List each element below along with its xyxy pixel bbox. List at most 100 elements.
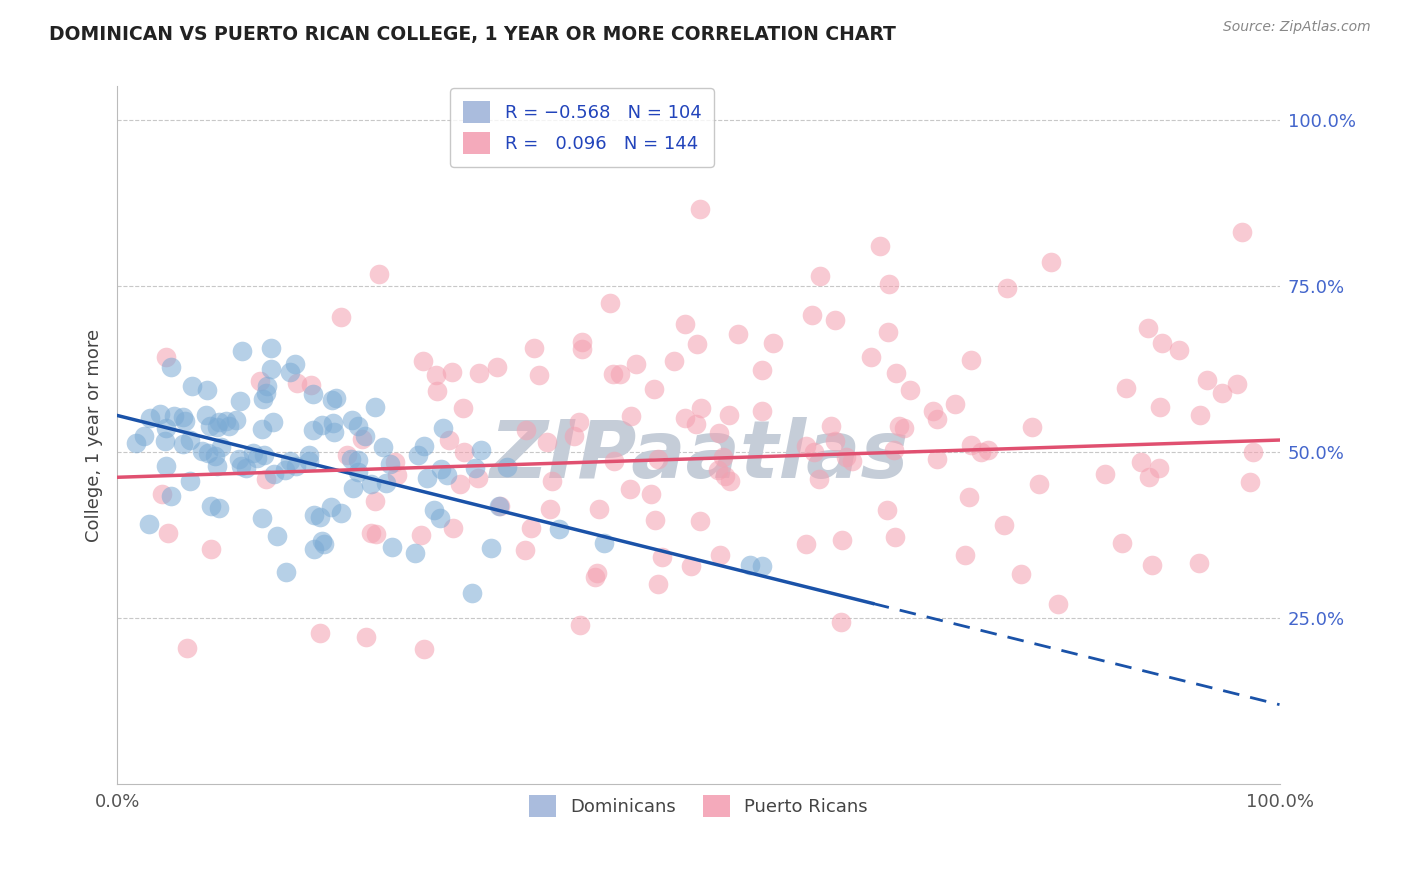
Point <box>960 437 983 451</box>
Point <box>593 536 616 550</box>
Point <box>195 383 218 397</box>
Point <box>451 401 474 416</box>
Point <box>325 391 347 405</box>
Point <box>260 362 283 376</box>
Point <box>1094 467 1116 481</box>
Point <box>619 483 641 497</box>
Point <box>824 313 846 327</box>
Point <box>647 452 669 467</box>
Point <box>339 452 361 467</box>
Point <box>603 454 626 468</box>
Point <box>686 337 709 351</box>
Point <box>278 454 301 468</box>
Point <box>250 511 273 525</box>
Point <box>322 417 344 431</box>
Point <box>436 467 458 482</box>
Point <box>209 440 232 454</box>
Point <box>470 443 492 458</box>
Point <box>441 521 464 535</box>
Point <box>287 376 309 391</box>
Point <box>751 559 773 574</box>
Point <box>807 472 830 486</box>
Point <box>1028 477 1050 491</box>
Point <box>204 449 226 463</box>
Point <box>884 366 907 380</box>
Point <box>571 334 593 349</box>
Point <box>263 467 285 482</box>
Point <box>155 458 177 473</box>
Point <box>751 363 773 377</box>
Point <box>254 386 277 401</box>
Point <box>195 408 218 422</box>
Point <box>467 470 489 484</box>
Point <box>453 445 475 459</box>
Point <box>253 449 276 463</box>
Point <box>887 419 910 434</box>
Point <box>481 541 503 555</box>
Legend: Dominicans, Puerto Ricans: Dominicans, Puerto Ricans <box>522 788 876 824</box>
Point <box>1136 320 1159 334</box>
Point <box>943 397 966 411</box>
Point <box>922 404 945 418</box>
Point <box>707 425 730 440</box>
Point <box>250 422 273 436</box>
Point <box>794 440 817 454</box>
Point <box>308 626 330 640</box>
Point <box>200 500 222 514</box>
Point <box>1230 225 1253 239</box>
Point <box>718 474 741 488</box>
Point <box>640 487 662 501</box>
Point <box>408 448 430 462</box>
Text: Source: ZipAtlas.com: Source: ZipAtlas.com <box>1223 20 1371 34</box>
Point <box>898 384 921 398</box>
Point <box>252 392 274 407</box>
Point <box>412 354 434 368</box>
Point <box>360 526 382 541</box>
Point <box>620 409 643 424</box>
Point <box>673 317 696 331</box>
Point <box>599 296 621 310</box>
Point <box>298 448 321 462</box>
Point <box>208 415 231 429</box>
Point <box>329 506 352 520</box>
Point <box>1047 597 1070 611</box>
Point <box>319 500 342 514</box>
Point <box>311 418 333 433</box>
Point <box>762 336 785 351</box>
Point <box>647 577 669 591</box>
Point <box>727 326 749 341</box>
Point <box>841 454 863 468</box>
Point <box>707 463 730 477</box>
Point <box>468 367 491 381</box>
Point <box>522 341 544 355</box>
Point <box>583 570 606 584</box>
Point <box>925 412 948 426</box>
Point <box>371 440 394 454</box>
Point <box>1115 381 1137 395</box>
Point <box>957 490 980 504</box>
Point <box>179 433 201 447</box>
Point <box>877 325 900 339</box>
Point <box>824 434 846 448</box>
Point <box>207 420 229 434</box>
Point <box>834 450 856 464</box>
Point <box>513 542 536 557</box>
Point <box>381 540 404 554</box>
Point <box>321 392 343 407</box>
Point <box>1187 556 1209 570</box>
Point <box>298 453 321 467</box>
Point <box>644 513 666 527</box>
Point <box>176 641 198 656</box>
Point <box>242 446 264 460</box>
Point <box>1211 385 1233 400</box>
Point <box>354 630 377 644</box>
Point <box>256 378 278 392</box>
Point <box>650 549 672 564</box>
Point <box>375 475 398 490</box>
Point <box>540 474 562 488</box>
Point <box>997 281 1019 295</box>
Point <box>1168 343 1191 357</box>
Point <box>336 449 359 463</box>
Point <box>415 471 437 485</box>
Point <box>568 618 591 632</box>
